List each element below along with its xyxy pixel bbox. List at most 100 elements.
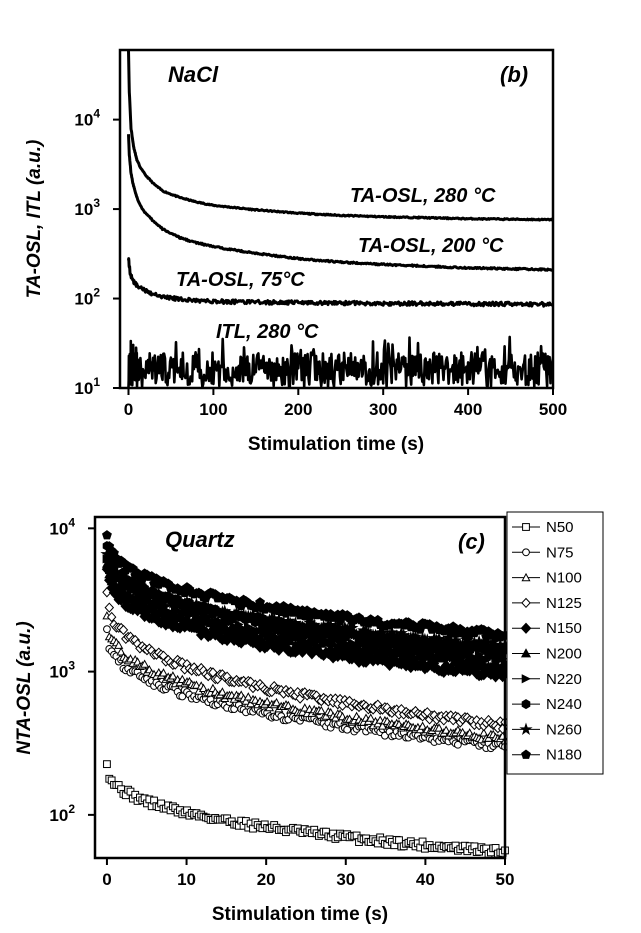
panel-c-y-tick-label: 102 [49,802,75,825]
legend-label-n150: N150 [546,620,582,637]
panel-c-y-axis-label: NTA-OSL (a.u.) [14,621,35,754]
legend-label-n100: N100 [546,570,582,587]
legend-marker-n125 [521,597,531,609]
panel-c-x-tick-label: 20 [257,870,276,889]
point-n200 [313,643,324,653]
point-n100 [316,705,326,715]
point-n100 [434,723,444,732]
panel-b-x-tick-label: 300 [369,400,397,419]
legend-marker-n200 [520,648,532,658]
legend-label-n220: N220 [546,671,582,688]
point-n100 [140,659,150,668]
point-n180 [102,530,112,540]
panel-b-y-tick-label: 103 [74,196,100,219]
point-n100 [479,728,489,737]
panel-b-y-axis-label: TA-OSL, ITL (a.u.) [24,140,45,299]
panel-b-x-tick-label: 200 [284,400,312,419]
panel-b-y-tick-label: 101 [74,375,100,398]
series-ta-osl-280 [127,50,553,222]
point-n100 [243,692,253,701]
legend-marker-n220 [521,674,531,684]
panel-c-x-tick-label: 40 [416,870,435,889]
legend-label-n200: N200 [546,646,582,663]
point-n75 [453,740,462,749]
panel-b-label: (b) [500,62,528,87]
series-itl-280 [127,335,553,388]
panel-b-x-tick-label: 500 [539,400,567,419]
series-n260 [100,547,512,655]
panel-c-chart: 0 10 20 30 40 50 102 103 104 Quartz (c) Stimula… [14,511,604,925]
panel-b-chart: 0 100 200 300 400 500 101 102 103 104 NaCl (b) T… [24,48,567,455]
series-n100 [102,611,510,745]
point-n100 [116,647,126,656]
legend-marker-n260 [519,722,533,735]
series-n180 [102,530,510,642]
point-n260 [116,572,130,585]
point-n50 [103,760,111,769]
panel-b-plot-area [127,50,553,388]
point-n100 [297,707,308,716]
point-n125 [104,602,115,613]
point-n100 [417,721,428,730]
point-n100 [377,721,388,730]
annotation-ta-osl-280: TA-OSL, 280 °C [350,185,496,207]
panel-b-frame [118,48,555,390]
panel-b-y-tick-label: 104 [74,107,100,130]
point-n100 [168,671,178,680]
legend-label-n180: N180 [546,747,582,764]
panel-b-x-axis-label: Stimulation time (s) [248,434,424,455]
panel-b-x-tick-label: 400 [454,400,482,419]
panel-c-x-tick-label: 50 [496,870,515,889]
legend-marker-n240 [521,699,531,710]
point-n100 [241,696,251,705]
annotation-ta-osl-200: TA-OSL, 200 °C [358,235,504,257]
series-ta-osl-200 [127,134,553,272]
point-n260 [189,597,203,610]
point-n260 [432,632,446,645]
legend-label-n125: N125 [546,595,582,612]
legend-marker-n150 [520,622,532,634]
panel-c-frame [93,515,507,860]
panel-c-x-tick-label: 0 [102,870,111,889]
legend-marker-n100 [521,572,531,582]
annotation-itl-280: ITL, 280 °C [216,321,319,343]
legend-label-n75: N75 [546,544,574,561]
panel-c-legend: N50 N75 N100 N125 N150 N200 N220 N240 N260 N180 [506,511,604,775]
panel-c-y-tick-label: 104 [49,515,75,538]
point-n260 [152,587,166,600]
point-n200 [330,644,341,654]
point-n100 [300,703,310,712]
legend-marker-n50 [522,523,530,531]
point-n100 [441,725,451,734]
panel-c-y-tick-label: 103 [49,659,75,682]
panel-c-x-tick-label: 10 [177,870,196,889]
point-n100 [217,687,227,696]
panel-c-label: (c) [458,529,485,554]
panel-b-title: NaCl [168,62,219,87]
series-n50 [103,760,509,858]
point-n100 [262,696,272,706]
point-n200 [196,621,207,631]
point-n200 [441,657,452,668]
panel-b-x-tick-label: 100 [199,400,227,419]
panel-c-x-axis-label: Stimulation time (s) [212,904,388,925]
panel-b-x-tick-label: 0 [124,400,133,419]
point-n75 [103,625,111,634]
point-n125 [118,624,129,636]
panel-b-y-tick-label: 102 [74,286,100,309]
point-n100 [158,668,169,677]
point-n260 [345,621,359,634]
point-n100 [114,640,124,649]
point-n260 [102,556,116,570]
series-n125 [102,587,510,735]
legend-label-n260: N260 [546,721,582,738]
point-n125 [106,611,117,623]
legend-marker-n180 [521,749,531,759]
legend-label-n50: N50 [546,519,574,536]
point-n260 [107,565,121,579]
annotation-ta-osl-75: TA-OSL, 75°C [176,269,305,291]
panel-c-title: Quartz [165,527,235,552]
legend-box [506,511,604,775]
panel-c-plot-area [100,530,512,858]
